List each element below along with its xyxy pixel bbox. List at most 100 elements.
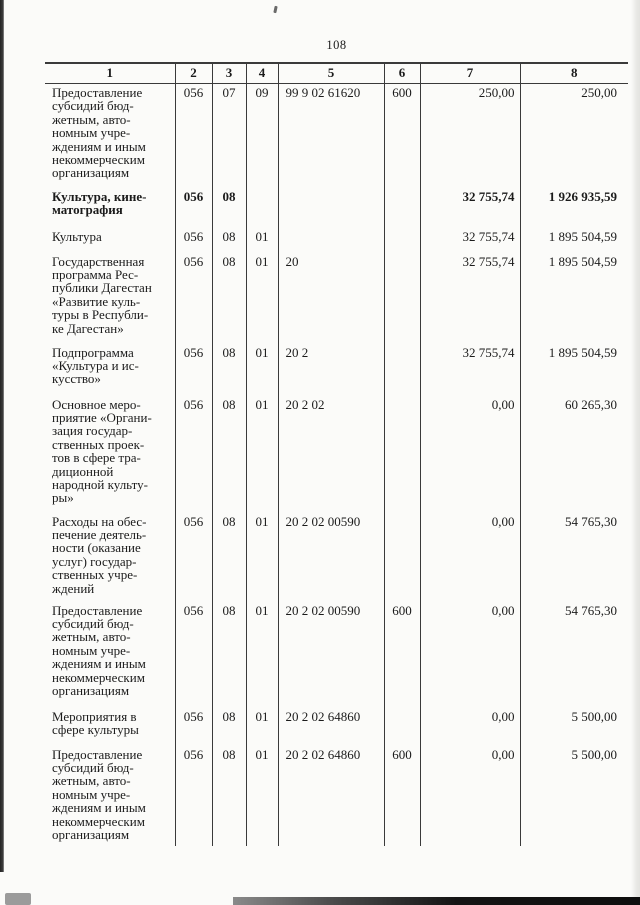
cell-section: 08 bbox=[212, 707, 247, 746]
cell-expense-type bbox=[384, 395, 421, 513]
scan-blob-bottom-left bbox=[5, 893, 31, 905]
cell-section: 08 bbox=[212, 745, 247, 846]
cell-expense-type bbox=[384, 343, 421, 396]
cell-subsection: 01 bbox=[246, 512, 279, 602]
table-row: Культура, кине- матография 056 08 32 755,74… bbox=[45, 187, 628, 228]
cell-grbs-code: 056 bbox=[175, 343, 213, 396]
cell-section: 08 bbox=[212, 601, 247, 708]
budget-expenditure-table: 1 2 3 4 5 6 7 8 Предоставление субсидий … bbox=[45, 62, 628, 846]
cell-expense-type: 600 bbox=[384, 745, 421, 846]
cell-subsection: 01 bbox=[246, 601, 279, 708]
table-header-row: 1 2 3 4 5 6 7 8 bbox=[45, 62, 628, 84]
cell-grbs-code: 056 bbox=[175, 707, 213, 746]
scan-speck bbox=[273, 5, 278, 14]
cell-amount-1: 32 755,74 bbox=[420, 252, 521, 344]
cell-expense-type: 600 bbox=[384, 83, 421, 188]
cell-grbs-code: 056 bbox=[175, 187, 213, 228]
cell-subsection bbox=[246, 187, 279, 228]
column-header-2: 2 bbox=[175, 62, 213, 84]
cell-grbs-code: 056 bbox=[175, 83, 213, 188]
cell-amount-2: 54 765,30 bbox=[565, 513, 617, 529]
cell-amount-1: 32 755,74 bbox=[420, 343, 521, 396]
cell-amount-2: 5 500,00 bbox=[571, 708, 618, 724]
cell-grbs-code: 056 bbox=[175, 601, 213, 708]
cell-amount-2: 250,00 bbox=[581, 85, 617, 100]
cell-name: Расходы на обес- печение деятель- ности … bbox=[45, 512, 176, 602]
cell-subsection: 01 bbox=[246, 395, 279, 513]
column-header-3: 3 bbox=[212, 62, 247, 84]
cell-grbs-code: 056 bbox=[175, 395, 213, 513]
cell-amount-2: 1 926 935,59 bbox=[548, 188, 617, 204]
cell-amount-2: 54 765,30 bbox=[565, 602, 617, 618]
table-row: Основное меро- приятие «Органи- зация го… bbox=[45, 395, 628, 513]
cell-target-article: 20 bbox=[278, 252, 385, 344]
cell-amount-1: 32 755,74 bbox=[420, 227, 521, 253]
scan-edge-left bbox=[0, 0, 4, 872]
cell-subsection: 01 bbox=[246, 227, 279, 253]
cell-amount-1: 0,00 bbox=[420, 745, 521, 846]
cell-expense-type bbox=[384, 227, 421, 253]
scan-edge-bottom bbox=[233, 897, 640, 905]
cell-grbs-code: 056 bbox=[175, 745, 213, 846]
cell-amount-2: 5 500,00 bbox=[571, 746, 618, 762]
cell-subsection: 01 bbox=[246, 252, 279, 344]
cell-name: Мероприятия в сфере культуры bbox=[45, 707, 176, 746]
cell-name: Основное меро- приятие «Органи- зация го… bbox=[45, 395, 176, 513]
scan-edge-right bbox=[631, 0, 640, 905]
cell-target-article: 20 2 02 64860 bbox=[278, 745, 385, 846]
table-row: Мероприятия в сфере культуры 056 08 01 20 2 … bbox=[45, 707, 628, 746]
column-header-5: 5 bbox=[278, 62, 385, 84]
cell-target-article: 99 9 02 61620 bbox=[278, 83, 385, 188]
cell-name: Культура bbox=[45, 227, 176, 253]
cell-target-article: 20 2 02 bbox=[278, 395, 385, 513]
cell-amount-1: 0,00 bbox=[420, 601, 521, 708]
cell-name: Культура, кине- матография bbox=[45, 187, 176, 228]
cell-subsection: 09 bbox=[246, 83, 279, 188]
cell-subsection: 01 bbox=[246, 745, 279, 846]
cell-name: Предоставление субсидий бюд- жетным, авт… bbox=[45, 83, 176, 188]
cell-section: 08 bbox=[212, 187, 247, 228]
cell-target-article bbox=[278, 187, 385, 228]
cell-section: 07 bbox=[212, 83, 247, 188]
cell-amount-1: 250,00 bbox=[420, 83, 521, 188]
cell-amount-2: 60 265,30 bbox=[565, 396, 617, 412]
cell-section: 08 bbox=[212, 343, 247, 396]
cell-expense-type bbox=[384, 512, 421, 602]
cell-expense-type bbox=[384, 252, 421, 344]
cell-amount-2: 1 895 504,59 bbox=[548, 228, 617, 244]
cell-amount-1: 0,00 bbox=[420, 707, 521, 746]
column-header-1: 1 bbox=[45, 62, 176, 84]
cell-section: 08 bbox=[212, 395, 247, 513]
cell-target-article: 20 2 02 00590 bbox=[278, 601, 385, 708]
cell-name: Предоставление субсидий бюд- жетным, авт… bbox=[45, 745, 176, 846]
column-header-4: 4 bbox=[246, 62, 279, 84]
table-row: Предоставление субсидий бюд- жетным, авт… bbox=[45, 83, 628, 188]
page-number: 108 bbox=[326, 38, 347, 52]
cell-amount-2: 1 895 504,59 bbox=[548, 344, 617, 360]
table-row: Культура 056 08 01 32 755,74 1 895 504,59 bbox=[45, 227, 628, 253]
cell-expense-type bbox=[384, 187, 421, 228]
cell-section: 08 bbox=[212, 512, 247, 602]
cell-name: Государственная программа Рес- публики Д… bbox=[45, 252, 176, 344]
cell-target-article bbox=[278, 227, 385, 253]
cell-name: Подпрограмма «Культура и ис- кусство» bbox=[45, 343, 176, 396]
cell-amount-1: 32 755,74 bbox=[420, 187, 521, 228]
column-header-7: 7 bbox=[420, 62, 521, 84]
cell-grbs-code: 056 bbox=[175, 512, 213, 602]
cell-name: Предоставление субсидий бюд- жетным, авт… bbox=[45, 601, 176, 708]
cell-expense-type: 600 bbox=[384, 601, 421, 708]
cell-expense-type bbox=[384, 707, 421, 746]
cell-target-article: 20 2 02 00590 bbox=[278, 512, 385, 602]
cell-subsection: 01 bbox=[246, 707, 279, 746]
cell-grbs-code: 056 bbox=[175, 227, 213, 253]
cell-grbs-code: 056 bbox=[175, 252, 213, 344]
column-header-6: 6 bbox=[384, 62, 421, 84]
cell-amount-1: 0,00 bbox=[420, 512, 521, 602]
table-row: Предоставление субсидий бюд- жетным, авт… bbox=[45, 745, 628, 846]
cell-target-article: 20 2 bbox=[278, 343, 385, 396]
cell-section: 08 bbox=[212, 252, 247, 344]
cell-section: 08 bbox=[212, 227, 247, 253]
table-row: Государственная программа Рес- публики Д… bbox=[45, 252, 628, 344]
cell-amount-1: 0,00 bbox=[420, 395, 521, 513]
